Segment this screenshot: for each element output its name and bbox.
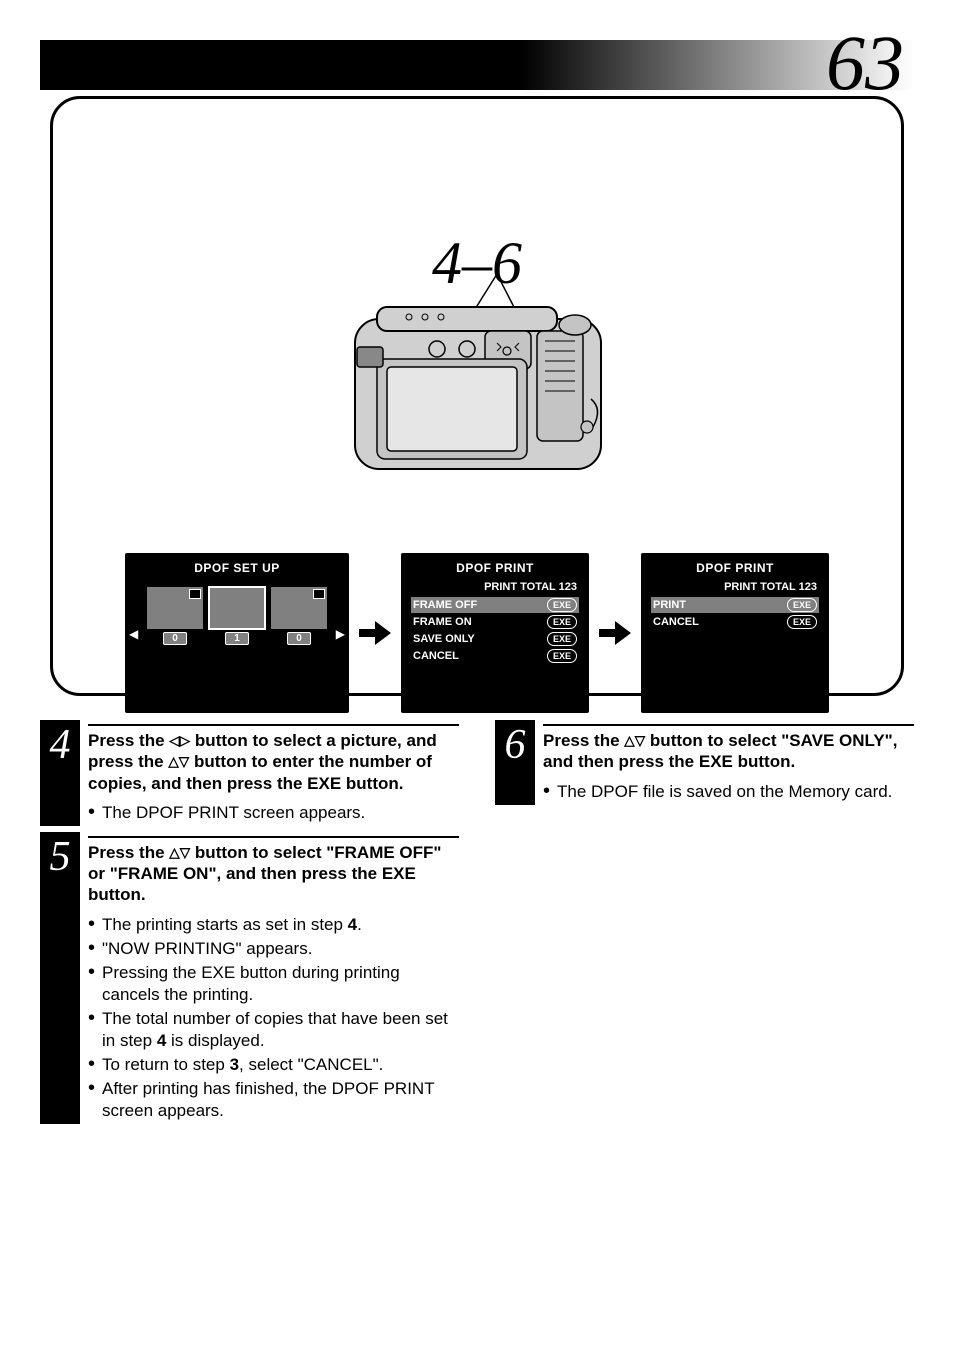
lcd-screens-row: DPOF SET UP ◀ ▶ 0 1 0 DPOF PRINT PRINT T… [125,553,829,713]
down-triangle-icon: ▽ [179,754,189,771]
up-triangle-icon: △ [168,754,178,771]
step-6: 6 Press the △▽ button to select "SAVE ON… [495,720,914,805]
count-row: 0 1 0 [135,633,339,644]
bullet-item: The DPOF file is saved on the Memory car… [543,781,914,803]
menu-option-frame-off: FRAME OFF EXE [411,597,579,613]
instruction-columns: 4 Press the ◁▷ button to select a pictur… [40,720,914,1130]
step-4: 4 Press the ◁▷ button to select a pictur… [40,720,459,826]
bullet-item: After printing has finished, the DPOF PR… [88,1078,459,1122]
bullet-item: Pressing the EXE button during printing … [88,962,459,1006]
lcd-screen-dpof-setup: DPOF SET UP ◀ ▶ 0 1 0 [125,553,349,713]
count-badge: 0 [271,633,327,644]
step-content: Press the △▽ button to select "FRAME OFF… [88,832,459,1125]
exe-button: EXE [787,615,817,629]
left-triangle-icon: ◁ [169,733,179,750]
flow-arrow-icon [359,621,391,645]
exe-button: EXE [547,598,577,612]
count-badge: 0 [147,633,203,644]
lcd-title: DPOF PRINT [651,561,819,575]
thumbnail [209,587,265,629]
step-range-label: 4–6 [53,229,901,298]
up-triangle-icon: △ [169,845,179,862]
thumbnail [271,587,327,629]
page-number: 63 [826,18,904,108]
menu-option-frame-on: FRAME ON EXE [411,614,579,630]
down-triangle-icon: ▽ [180,845,190,862]
step-number: 4 [40,720,80,826]
camera-illustration [53,289,901,499]
step-number: 5 [40,832,80,1125]
exe-button: EXE [547,632,577,646]
lcd-screen-dpof-print-confirm: DPOF PRINT PRINT TOTAL 123 PRINT EXE CAN… [641,553,829,713]
flow-arrow-icon [599,621,631,645]
exe-button: EXE [547,615,577,629]
lcd-subtitle: PRINT TOTAL 123 [651,581,819,593]
menu-label: FRAME ON [413,616,472,628]
down-triangle-icon: ▽ [635,733,645,750]
nav-right-icon: ▶ [336,627,345,641]
step-content: Press the ◁▷ button to select a picture,… [88,720,459,826]
menu-label: FRAME OFF [413,599,477,611]
bullet-item: The printing starts as set in step 4. [88,914,459,936]
menu-label: CANCEL [413,650,459,662]
exe-button: EXE [787,598,817,612]
step-number: 6 [495,720,535,805]
menu-option-cancel: CANCEL EXE [651,614,819,630]
count-badge: 1 [209,633,265,644]
diagram-container: 4–6 [50,96,904,696]
nav-left-icon: ◀ [129,627,138,641]
step-heading: Press the △▽ button to select "FRAME OFF… [88,836,459,906]
menu-label: SAVE ONLY [413,633,475,645]
step-bullets: The printing starts as set in step 4. "N… [88,914,459,1123]
step-heading: Press the ◁▷ button to select a picture,… [88,724,459,794]
lcd-title: DPOF PRINT [411,561,579,575]
lcd-screen-dpof-print-options: DPOF PRINT PRINT TOTAL 123 FRAME OFF EXE… [401,553,589,713]
right-triangle-icon: ▷ [180,733,190,750]
step-bullets: The DPOF file is saved on the Memory car… [543,781,914,803]
menu-option-cancel: CANCEL EXE [411,648,579,664]
bullet-item: The total number of copies that have bee… [88,1008,459,1052]
menu-option-save-only: SAVE ONLY EXE [411,631,579,647]
thumbnail-row [135,587,339,629]
frame-icon [189,589,201,599]
left-column: 4 Press the ◁▷ button to select a pictur… [40,720,459,1130]
bullet-item: To return to step 3, select "CANCEL". [88,1054,459,1076]
menu-option-print: PRINT EXE [651,597,819,613]
header-gradient-bar [40,40,914,90]
menu-label: CANCEL [653,616,699,628]
bullet-item: "NOW PRINTING" appears. [88,938,459,960]
bullet-item: The DPOF PRINT screen appears. [88,802,459,824]
exe-button: EXE [547,649,577,663]
up-triangle-icon: △ [624,733,634,750]
lcd-title: DPOF SET UP [135,561,339,575]
menu-label: PRINT [653,599,686,611]
step-bullets: The DPOF PRINT screen appears. [88,802,459,824]
step-5: 5 Press the △▽ button to select "FRAME O… [40,832,459,1125]
frame-icon [313,589,325,599]
step-content: Press the △▽ button to select "SAVE ONLY… [543,720,914,805]
thumbnail [147,587,203,629]
right-column: 6 Press the △▽ button to select "SAVE ON… [495,720,914,1130]
step-heading: Press the △▽ button to select "SAVE ONLY… [543,724,914,773]
lcd-subtitle: PRINT TOTAL 123 [411,581,579,593]
